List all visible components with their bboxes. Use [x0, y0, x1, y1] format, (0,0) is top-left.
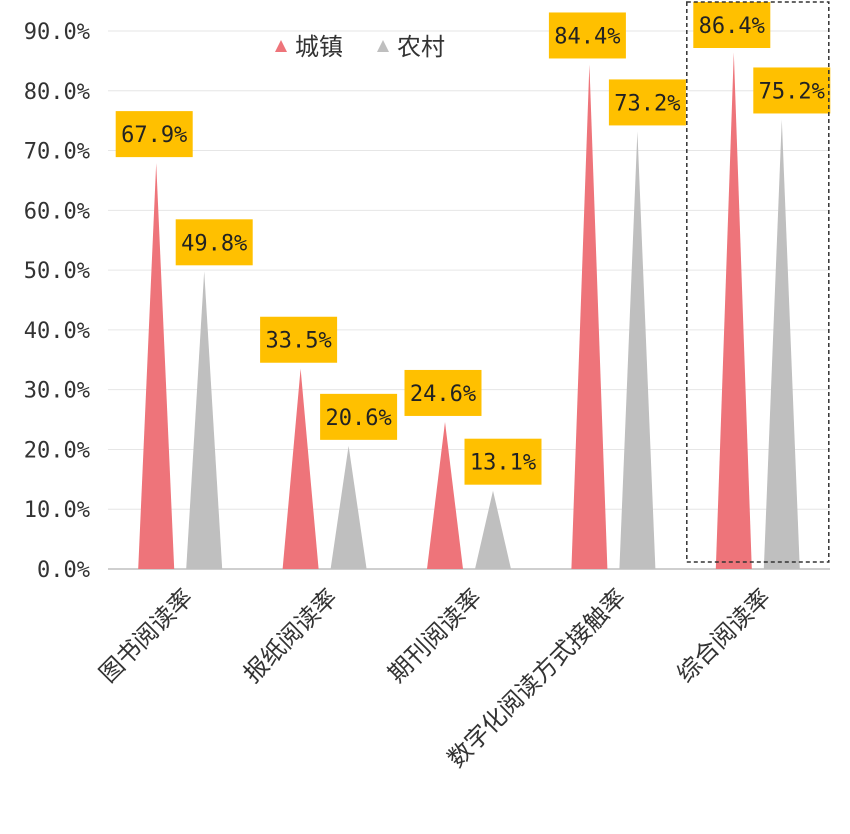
bar-urban-2 — [427, 421, 463, 569]
x-category-label: 图书阅读率 — [94, 583, 199, 688]
y-tick-label: 10.0% — [24, 498, 90, 523]
data-label-urban: 24.6% — [410, 382, 476, 407]
data-label-box — [464, 438, 542, 485]
legend: 城镇 农村 — [275, 33, 445, 61]
bars — [138, 52, 800, 570]
y-tick-label: 70.0% — [24, 140, 90, 165]
y-tick-label: 80.0% — [24, 80, 90, 105]
data-labels: 67.9% 49.8% 33.5% 20.6% 24.6% 13.1% 84.4% 73.2%… — [115, 2, 831, 485]
data-label-box — [753, 67, 831, 114]
data-label-box — [320, 393, 398, 440]
data-label-box — [693, 2, 771, 48]
bar-urban-4 — [715, 52, 752, 569]
x-category-label: 报纸阅读率 — [238, 583, 343, 688]
y-tick-label: 0.0% — [37, 558, 90, 583]
y-axis-ticks: 0.0% 10.0% 20.0% 30.0% 40.0% 50.0% 60.0% 70.0% 8… — [24, 20, 90, 583]
data-label-urban: 33.5% — [265, 329, 331, 354]
bar-rural-3 — [619, 131, 656, 569]
data-label-box — [175, 219, 253, 266]
data-label-box — [548, 12, 626, 59]
bar-rural-2 — [475, 490, 511, 569]
data-label-urban: 86.4% — [699, 14, 765, 39]
data-label-urban: 84.4% — [554, 24, 620, 49]
y-tick-label: 50.0% — [24, 259, 90, 284]
data-label-rural: 13.1% — [470, 451, 536, 476]
y-tick-label: 30.0% — [24, 379, 90, 404]
x-category-label: 期刊阅读率 — [383, 583, 488, 688]
legend-urban-label: 城镇 — [295, 33, 343, 61]
data-label-rural: 49.8% — [181, 231, 247, 256]
data-label-box — [115, 111, 193, 158]
bar-rural-4 — [763, 119, 800, 570]
data-label-box — [260, 316, 338, 363]
y-tick-label: 60.0% — [24, 199, 90, 224]
data-label-rural: 73.2% — [614, 91, 680, 116]
legend-rural-marker — [377, 40, 389, 52]
legend-rural-label: 农村 — [397, 33, 445, 61]
data-label-box — [608, 79, 686, 126]
data-label-urban: 67.9% — [121, 123, 187, 148]
bar-rural-1 — [330, 445, 367, 569]
bar-rural-0 — [186, 271, 223, 569]
y-tick-label: 90.0% — [24, 20, 90, 45]
highlight-dashed-box — [686, 1, 830, 563]
bar-urban-1 — [282, 368, 319, 569]
bar-urban-3 — [571, 64, 608, 569]
highlight-box — [686, 1, 830, 563]
data-label-rural: 75.2% — [759, 79, 825, 104]
bar-urban-0 — [138, 163, 175, 569]
data-label-box — [404, 369, 482, 416]
y-tick-label: 40.0% — [24, 319, 90, 344]
data-label-rural: 20.6% — [325, 406, 391, 431]
x-category-label: 综合阅读率 — [671, 583, 776, 688]
y-tick-label: 20.0% — [24, 438, 90, 463]
legend-urban-marker — [275, 40, 287, 52]
